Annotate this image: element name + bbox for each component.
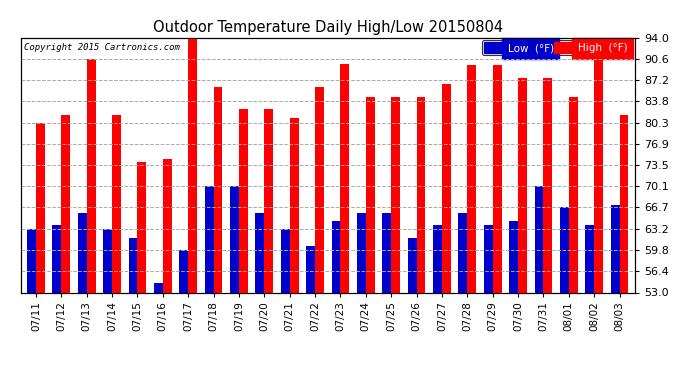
- Bar: [417, 97, 426, 292]
- Bar: [87, 58, 95, 292]
- Bar: [315, 87, 324, 292]
- Bar: [104, 229, 112, 292]
- Bar: [585, 225, 594, 292]
- Bar: [340, 64, 349, 292]
- Bar: [442, 84, 451, 292]
- Bar: [544, 78, 552, 292]
- Legend: Low  (°F), High  (°F): Low (°F), High (°F): [482, 40, 629, 55]
- Bar: [154, 283, 163, 292]
- Bar: [366, 97, 375, 292]
- Bar: [188, 31, 197, 292]
- Bar: [433, 225, 442, 292]
- Bar: [391, 97, 400, 292]
- Bar: [230, 186, 239, 292]
- Bar: [27, 229, 36, 292]
- Bar: [137, 162, 146, 292]
- Bar: [509, 221, 518, 292]
- Bar: [569, 97, 578, 292]
- Bar: [306, 246, 315, 292]
- Bar: [128, 238, 137, 292]
- Bar: [205, 186, 214, 292]
- Bar: [78, 213, 87, 292]
- Bar: [61, 115, 70, 292]
- Bar: [214, 87, 222, 292]
- Bar: [382, 213, 391, 292]
- Bar: [179, 250, 188, 292]
- Bar: [163, 159, 172, 292]
- Bar: [620, 115, 629, 292]
- Title: Outdoor Temperature Daily High/Low 20150804: Outdoor Temperature Daily High/Low 20150…: [152, 20, 503, 35]
- Bar: [332, 221, 340, 292]
- Bar: [281, 229, 290, 292]
- Bar: [112, 115, 121, 292]
- Bar: [594, 38, 603, 292]
- Bar: [357, 213, 366, 292]
- Bar: [255, 213, 264, 292]
- Bar: [518, 78, 527, 292]
- Bar: [239, 109, 248, 292]
- Bar: [408, 238, 417, 292]
- Bar: [560, 207, 569, 292]
- Bar: [493, 66, 502, 292]
- Bar: [264, 109, 273, 292]
- Bar: [36, 123, 45, 292]
- Bar: [458, 213, 467, 292]
- Bar: [467, 66, 476, 292]
- Bar: [484, 225, 493, 292]
- Bar: [52, 225, 61, 292]
- Bar: [535, 186, 544, 292]
- Text: Copyright 2015 Cartronics.com: Copyright 2015 Cartronics.com: [23, 43, 179, 52]
- Bar: [290, 118, 299, 292]
- Bar: [611, 206, 620, 292]
